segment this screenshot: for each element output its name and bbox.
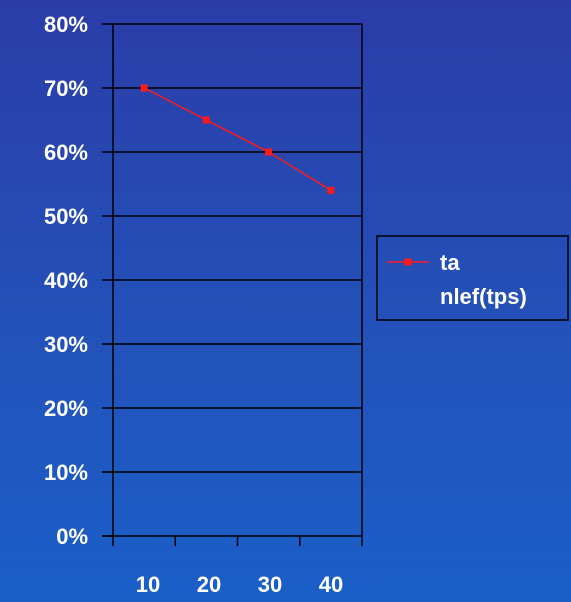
y-tick-label: 0% (56, 524, 88, 549)
data-point (327, 186, 335, 194)
legend-label: ta (440, 250, 460, 275)
legend-label: nlef(tps) (440, 284, 527, 309)
legend-box (376, 235, 569, 321)
x-tick-label: 30 (258, 572, 282, 597)
x-axis-tick-labels: 10 20 30 40 (136, 572, 343, 597)
x-tick-label: 40 (319, 572, 343, 597)
x-axis-ticks (112, 536, 363, 546)
y-tick-label: 30% (44, 332, 88, 357)
legend-marker-swatch (404, 258, 412, 266)
y-tick-label: 20% (44, 396, 88, 421)
y-tick-label: 60% (44, 140, 88, 165)
legend: ta nlef(tps) (376, 235, 569, 321)
gridlines (102, 23, 363, 537)
y-tick-label: 80% (44, 12, 88, 37)
data-point (140, 84, 148, 92)
y-tick-label: 70% (44, 76, 88, 101)
x-tick-label: 10 (136, 572, 160, 597)
x-tick-label: 20 (197, 572, 221, 597)
y-tick-label: 10% (44, 460, 88, 485)
y-axis-tick-labels: 0% 10% 20% 30% 40% 50% 60% 70% 80% (44, 12, 113, 549)
series-line (143, 87, 332, 192)
series-layer (140, 84, 335, 194)
y-tick-label: 40% (44, 268, 88, 293)
y-tick-label: 50% (44, 204, 88, 229)
data-point (202, 116, 210, 124)
data-point (265, 148, 273, 156)
